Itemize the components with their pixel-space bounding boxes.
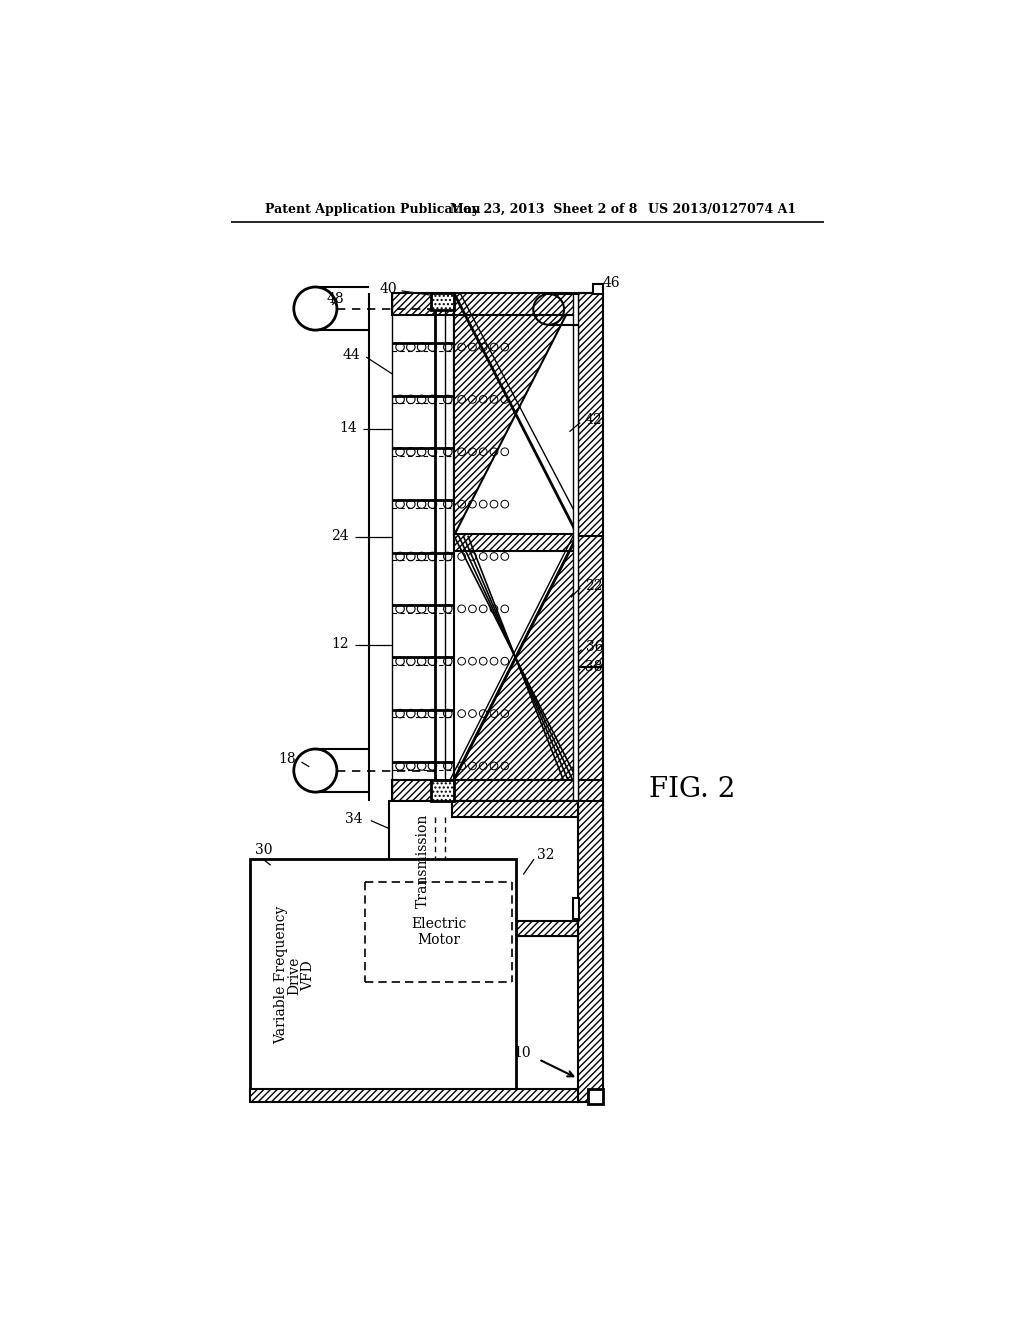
Bar bbox=[388, 801, 578, 936]
Bar bbox=[454, 535, 578, 552]
Bar bbox=[431, 780, 454, 801]
Bar bbox=[462, 825, 488, 851]
Bar bbox=[462, 863, 488, 890]
Text: 32: 32 bbox=[538, 849, 555, 862]
Bar bbox=[392, 293, 578, 314]
Bar bbox=[392, 780, 578, 801]
Polygon shape bbox=[454, 293, 578, 536]
Bar bbox=[499, 898, 520, 915]
Text: 48: 48 bbox=[327, 292, 344, 305]
Text: 10: 10 bbox=[513, 1047, 531, 1060]
Text: Electric
Motor: Electric Motor bbox=[411, 917, 466, 948]
Bar bbox=[250, 859, 515, 1094]
Bar bbox=[573, 898, 580, 919]
Bar bbox=[573, 293, 578, 801]
Text: 14: 14 bbox=[339, 421, 357, 434]
Bar bbox=[593, 284, 602, 294]
Text: 30: 30 bbox=[255, 842, 272, 857]
Text: VFD: VFD bbox=[301, 961, 314, 991]
Bar bbox=[497, 863, 523, 890]
Bar bbox=[250, 1089, 578, 1102]
Text: 22: 22 bbox=[585, 578, 602, 593]
Text: 46: 46 bbox=[602, 276, 621, 290]
Text: 12: 12 bbox=[331, 636, 348, 651]
Text: Transmission: Transmission bbox=[416, 813, 429, 908]
Text: 18: 18 bbox=[279, 752, 296, 766]
Bar bbox=[431, 293, 454, 310]
Text: 34: 34 bbox=[345, 812, 364, 826]
Text: Drive: Drive bbox=[288, 957, 302, 995]
Text: US 2013/0127074 A1: US 2013/0127074 A1 bbox=[648, 203, 796, 216]
Bar bbox=[578, 801, 602, 1102]
Bar bbox=[497, 825, 523, 851]
Text: 38: 38 bbox=[585, 660, 602, 673]
Bar bbox=[462, 898, 483, 915]
Bar bbox=[588, 1089, 603, 1104]
Text: 36: 36 bbox=[587, 640, 604, 655]
Text: 42: 42 bbox=[585, 413, 602, 428]
Text: 24: 24 bbox=[331, 529, 348, 543]
Bar bbox=[388, 921, 578, 936]
Text: 44: 44 bbox=[342, 347, 360, 362]
Text: Patent Application Publication: Patent Application Publication bbox=[265, 203, 481, 216]
Text: FIG. 2: FIG. 2 bbox=[649, 776, 736, 804]
Polygon shape bbox=[454, 536, 578, 780]
Text: 40: 40 bbox=[379, 282, 397, 296]
Bar bbox=[578, 293, 602, 964]
Bar bbox=[453, 801, 578, 817]
Text: Variable Frequency: Variable Frequency bbox=[273, 906, 288, 1044]
Text: May 23, 2013  Sheet 2 of 8: May 23, 2013 Sheet 2 of 8 bbox=[451, 203, 638, 216]
